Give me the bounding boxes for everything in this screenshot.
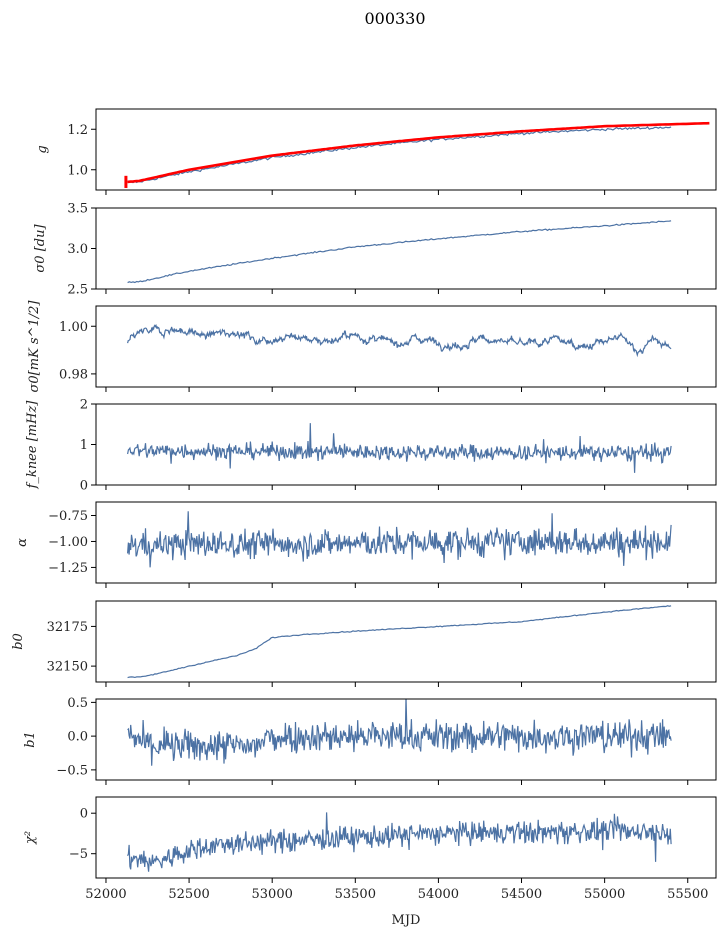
y-tick-label: −0.5 — [56, 763, 88, 778]
y-tick-label: 0 — [80, 479, 88, 494]
axes-frame-fknee — [95, 403, 717, 486]
x-tick-label: 53500 — [335, 887, 376, 902]
series-line-chi2 — [127, 812, 672, 872]
series-line-g — [127, 126, 672, 184]
y-axis-label-alpha: α — [15, 538, 30, 547]
y-axis-label-fknee: f_knee [mHz] — [25, 400, 40, 490]
x-tick-label: 55500 — [667, 887, 708, 902]
panel-chi2: −5 0 52000 52500 53000 53500 54000 54500 55000 55… — [23, 796, 717, 902]
y-axis-label-b1: b1 — [23, 731, 38, 748]
panel-sigma0-mk: 0.98 1.00 σ0[mK s^1/2] — [27, 300, 717, 393]
y-axis-label-g: g — [35, 145, 50, 153]
x-tick-label: 54000 — [418, 887, 459, 902]
x-tick-label: 55000 — [584, 887, 625, 902]
x-tick-label: 53000 — [252, 887, 293, 902]
x-tick-label: 54500 — [501, 887, 542, 902]
series-line-sigma0-du — [127, 220, 672, 284]
y-tick-label: 0.98 — [59, 367, 88, 382]
panel-alpha: −1.25 −1.00 −0.75 α — [15, 501, 717, 588]
y-axis-label-sigma0-mk: σ0[mK s^1/2] — [27, 300, 42, 393]
axes-frame-chi2 — [95, 796, 717, 879]
y-tick-label: −1.00 — [48, 535, 88, 550]
y-tick-label: 0.5 — [67, 696, 88, 711]
panel-sigma0-du: 2.5 3.0 3.5 σ0 [du] — [33, 202, 717, 298]
y-tick-label: 1.00 — [59, 320, 88, 335]
x-axis-label: MJD — [392, 913, 421, 928]
y-tick-label: −0.75 — [48, 509, 88, 524]
y-tick-label: 1 — [80, 438, 88, 453]
y-axis-label-sigma0-du: σ0 [du] — [33, 224, 48, 273]
axes-frame-sigma0-mk — [95, 305, 717, 388]
y-axis-label-b0: b0 — [11, 633, 26, 650]
series-line-b1 — [127, 699, 672, 766]
axes-frame-sigma0-du — [95, 207, 717, 290]
y-axis-label-chi2: χ² — [23, 831, 38, 845]
y-tick-label: 0 — [80, 807, 88, 822]
figure-title: 000330 — [364, 9, 425, 28]
y-tick-label: −1.25 — [48, 561, 88, 576]
series-line-alpha — [127, 511, 672, 568]
y-tick-label: 1.2 — [67, 123, 88, 138]
y-tick-label: 32175 — [47, 620, 88, 635]
axes-frame-b0 — [95, 600, 717, 683]
y-tick-label: 1.0 — [67, 163, 88, 178]
y-tick-label: 0.0 — [67, 730, 88, 745]
series-line-fknee — [127, 423, 672, 473]
y-tick-label: −5 — [69, 847, 88, 862]
panel-b0: 32150 32175 b0 — [11, 600, 717, 687]
y-tick-label: 32150 — [47, 660, 88, 675]
panel-fknee: 0 1 2 f_knee [mHz] — [25, 398, 717, 494]
axes-frame-alpha — [95, 501, 717, 584]
panel-g: 1.0 1.2 g — [35, 108, 717, 195]
y-tick-label: 3.0 — [67, 242, 88, 257]
series-line-sigma0-mk — [127, 323, 672, 358]
x-tick-label: 52500 — [168, 887, 209, 902]
x-tick-label: 52000 — [85, 887, 126, 902]
y-tick-label: 2.5 — [67, 283, 88, 298]
overlay-line-g — [127, 121, 710, 184]
axes-frame-b1 — [95, 698, 717, 781]
panels: 1.0 1.2 g 2.5 3.0 3.5 σ0 [du] 0.98 1.00 σ0[mK s^1… — [11, 108, 717, 902]
y-tick-label: 3.5 — [67, 202, 88, 217]
y-tick-label: 2 — [80, 398, 88, 413]
panel-b1: −0.5 0.0 0.5 b1 — [23, 696, 717, 785]
series-line-b0 — [127, 605, 672, 679]
axes-frame-g — [95, 108, 717, 191]
